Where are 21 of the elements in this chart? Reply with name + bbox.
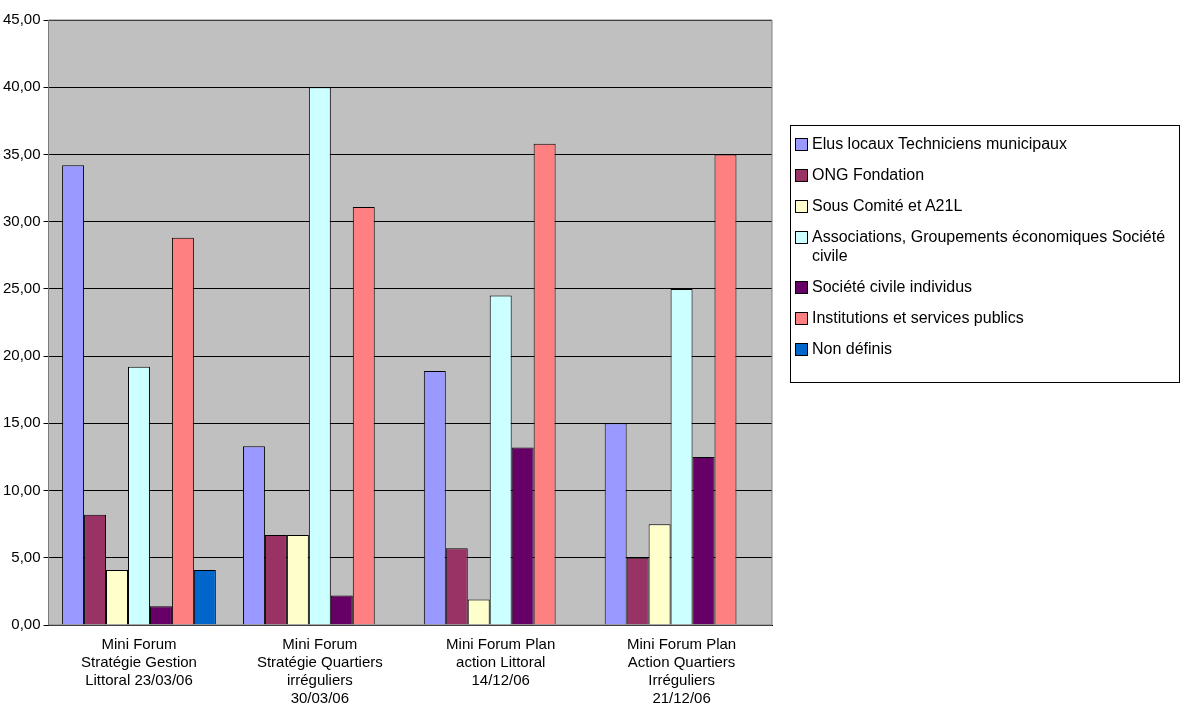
legend-label: Non définis [812,339,894,358]
y-tick-label: 35,00 [2,144,41,162]
legend-label: Société civile individus [812,277,974,296]
y-tick-label: 15,00 [2,413,41,431]
y-tick-label: 5,00 [11,547,41,565]
legend-label: Institutions et services publics [812,308,1025,327]
x-tick-label: Mini Forum Stratégie Gestion Littoral 23/03/06 [81,635,197,689]
x-tick-label: Mini Forum Stratégie Quartiers irréguliers 30/03/06 [256,635,383,707]
legend-label: ONG Fondation [812,165,926,184]
y-tick-label: 10,00 [2,480,41,498]
x-tick-label: Mini Forum Plan action Littoral 14/12/06 [446,635,556,689]
legend-label: Sous Comité et A21L [812,196,964,215]
y-tick-label: 0,00 [11,615,41,633]
legend-label: Associations, Groupements économiques Société civile [812,227,1167,265]
y-tick-label: 45,00 [2,10,41,28]
legend-label: Elus locaux Techniciens municipaux [812,134,1068,153]
y-tick-label: 20,00 [2,346,41,364]
x-tick-label: Mini Forum Plan Action Quartiers Irréguliers 21/12/06 [626,635,737,707]
y-tick-label: 25,00 [2,279,41,297]
y-tick-label: 40,00 [2,77,41,95]
y-tick-label: 30,00 [2,211,41,229]
